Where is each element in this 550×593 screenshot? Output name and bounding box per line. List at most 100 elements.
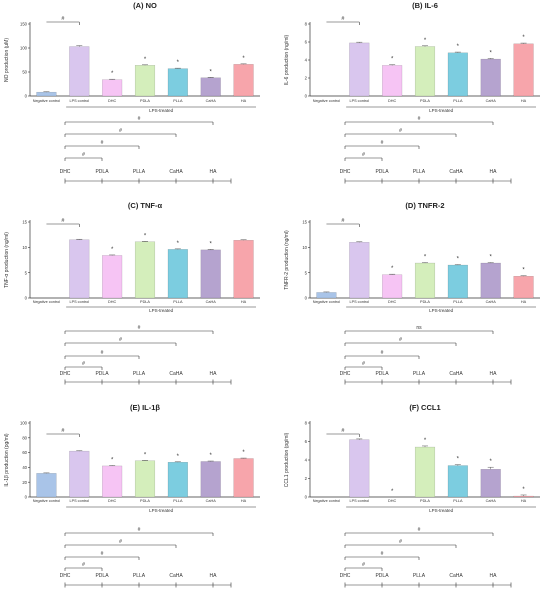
bar	[134, 241, 156, 299]
comparison-mark: #	[399, 539, 402, 545]
comparison-mark: #	[82, 562, 85, 568]
comparison-axis-label: CaHA	[449, 169, 463, 175]
y-tick-label: 60	[22, 450, 27, 455]
comparison-axis-label: HA	[210, 371, 218, 377]
category-label: LPS control	[69, 499, 89, 503]
bar	[167, 462, 188, 498]
y-tick-label: 4	[305, 58, 308, 63]
significance-mark: *	[210, 241, 213, 247]
bar	[233, 64, 254, 97]
bar	[480, 469, 501, 498]
y-tick-label: 15	[302, 220, 307, 225]
group-label: LPS-treated	[149, 308, 174, 313]
category-label: DHC	[388, 499, 396, 503]
group-label: LPS-treated	[149, 508, 174, 513]
category-label: LPS control	[349, 300, 369, 304]
chart-title: (D) TNFR-2	[405, 201, 444, 210]
category-label: HA	[521, 499, 527, 503]
bar	[102, 79, 123, 97]
bar	[233, 458, 254, 498]
bar	[349, 42, 370, 97]
significance-mark: *	[490, 50, 493, 56]
comparison-axis-label: DHC	[60, 371, 71, 377]
y-tick-label: 15	[22, 220, 27, 225]
category-label: PLLA	[453, 99, 463, 103]
bar	[134, 65, 156, 97]
comparison-axis-label: CaHA	[169, 371, 183, 377]
significance-mark: *	[177, 454, 180, 460]
group-label: LPS-treated	[429, 308, 454, 313]
bar	[102, 255, 123, 299]
y-axis-label: TNFR-2 production (ng/ml)	[284, 230, 290, 290]
bar	[414, 262, 436, 299]
comparison-mark: #	[362, 361, 365, 367]
group-label: LPS-treated	[429, 508, 454, 513]
significance-mark: *	[111, 71, 114, 77]
bar	[200, 249, 221, 299]
y-tick-label: 2	[305, 76, 308, 81]
category-label: CaHA	[486, 99, 497, 103]
comparison-axis-label: DHC	[340, 371, 351, 377]
comparison-axis-label: DHC	[340, 169, 351, 175]
significance-mark: *	[424, 438, 427, 444]
category-label: PDLA	[140, 499, 150, 503]
category-label: DHC	[108, 300, 116, 304]
significance-mark: *	[391, 266, 394, 272]
comparison-mark: #	[119, 337, 122, 343]
category-label: LPS control	[349, 99, 369, 103]
category-label: DHC	[388, 99, 396, 103]
comparison-axis-label: PLLA	[133, 169, 146, 175]
y-tick-label: 0	[305, 296, 308, 301]
y-axis-label: CCL1 production (pg/ml)	[284, 432, 290, 487]
comparison-axis-label: HA	[490, 573, 498, 579]
y-tick-label: 0	[25, 296, 28, 301]
comparison-mark: #	[138, 325, 141, 331]
bar	[480, 58, 501, 97]
category-label: PLLA	[453, 499, 463, 503]
significance-mark: *	[177, 241, 180, 247]
bar	[200, 77, 221, 97]
comparison-mark: #	[82, 361, 85, 367]
comparison-mark: #	[418, 116, 421, 122]
bar	[69, 46, 90, 97]
bar	[480, 262, 501, 299]
y-tick-label: 20	[22, 480, 27, 485]
comparison-mark: #	[82, 152, 85, 158]
bar	[233, 240, 254, 299]
comparison-axis-label: HA	[210, 169, 218, 175]
chart-title: (F) CCL1	[409, 403, 440, 412]
comparison-mark: #	[399, 128, 402, 134]
bar	[447, 264, 468, 299]
bar	[36, 473, 57, 498]
bar	[69, 450, 90, 498]
category-label: DHC	[388, 300, 396, 304]
category-label: PDLA	[140, 300, 150, 304]
category-label: HA	[241, 499, 247, 503]
comparison-axis-label: PLLA	[133, 371, 146, 377]
comparison-axis-label: HA	[490, 169, 498, 175]
bar	[349, 242, 370, 299]
category-label: Negative control	[313, 499, 341, 503]
significance-mark: *	[242, 56, 245, 62]
category-label: CaHA	[206, 499, 217, 503]
bar	[382, 65, 403, 97]
y-tick-label: 6	[305, 439, 308, 444]
comparison-mark: #	[399, 337, 402, 343]
y-tick-label: 5	[305, 270, 308, 275]
bar	[513, 276, 534, 299]
significance-mark: *	[424, 255, 427, 261]
bar	[36, 91, 57, 97]
bar	[447, 465, 468, 498]
y-tick-label: 150	[20, 22, 28, 27]
category-label: Negative control	[33, 499, 61, 503]
significance-mark: *	[144, 452, 147, 458]
category-label: PLLA	[173, 499, 183, 503]
category-label: PDLA	[420, 99, 430, 103]
bar	[349, 439, 370, 498]
category-label: Negative control	[313, 300, 341, 304]
comparison-mark: #	[381, 140, 384, 146]
bar	[414, 46, 436, 97]
bar	[200, 461, 221, 498]
category-label: Negative control	[313, 99, 341, 103]
chart-title: (B) IL-6	[412, 1, 438, 10]
